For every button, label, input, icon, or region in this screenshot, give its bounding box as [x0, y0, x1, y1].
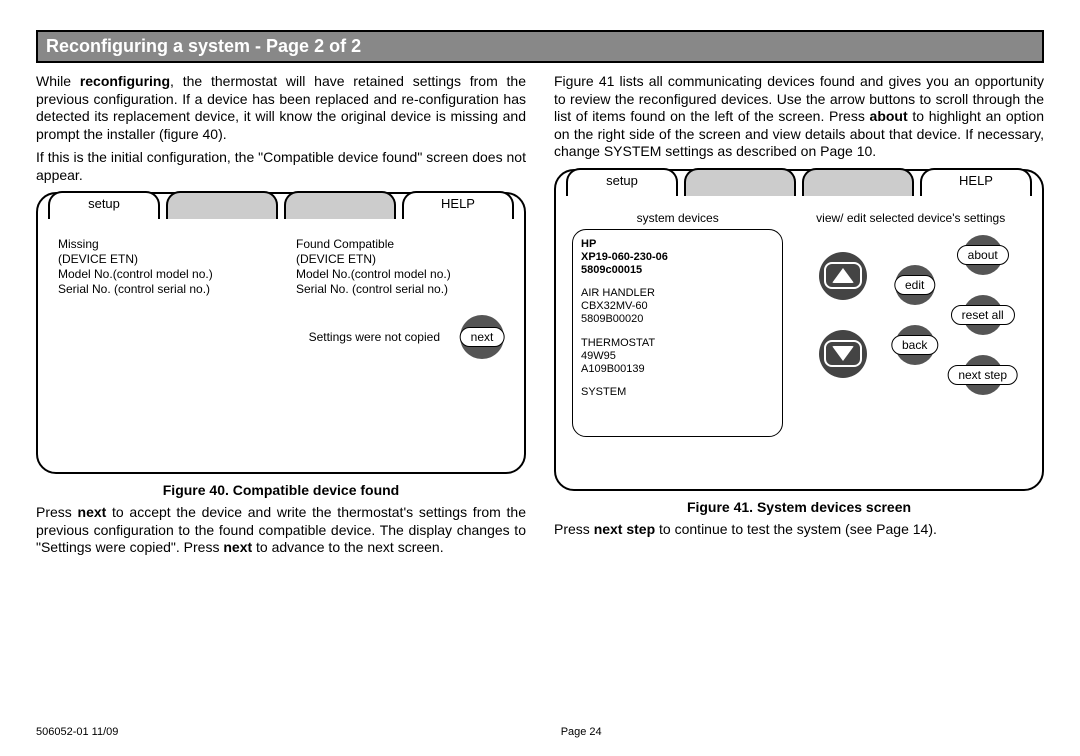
about-label: about — [957, 245, 1009, 265]
about-button[interactable]: about — [963, 235, 1003, 275]
tab-help[interactable]: HELP — [920, 168, 1032, 196]
right-paragraph-1: Figure 41 lists all communicating device… — [554, 73, 1044, 161]
tab-setup[interactable]: setup — [48, 191, 160, 219]
middle-button-column: edit back — [895, 265, 935, 365]
dev-line: THERMOSTAT — [581, 337, 655, 349]
fig41-left: system devices HP XP19-060-230-06 5809c0… — [572, 211, 783, 437]
doc-number: 506052-01 11/09 — [36, 726, 118, 738]
fig40-footer: Settings were not copied next — [52, 297, 510, 363]
next-step-button[interactable]: next step — [963, 355, 1003, 395]
left-paragraph-3: Press next to accept the device and writ… — [36, 504, 526, 557]
edit-label: edit — [894, 275, 935, 295]
dev-line: XP19-060-230-06 — [581, 251, 668, 263]
two-column-layout: While reconfiguring, the thermostat will… — [36, 69, 1044, 563]
next-label: next — [460, 327, 505, 347]
text: Press — [36, 504, 78, 520]
bold-text: next step — [594, 521, 655, 537]
figure-40-caption: Figure 40. Compatible device found — [36, 482, 526, 498]
tab-setup[interactable]: setup — [566, 168, 678, 196]
figure-41-thermostat: setup HELP system devices HP XP19-060-23… — [554, 169, 1044, 491]
next-button[interactable]: next — [460, 315, 504, 359]
fig40-body: Missing (DEVICE ETN) Model No.(control m… — [52, 230, 510, 297]
reset-all-button[interactable]: reset all — [963, 295, 1003, 335]
text: Press — [554, 521, 594, 537]
arrow-column — [819, 252, 867, 378]
settings-not-copied: Settings were not copied — [309, 330, 440, 344]
bold-text: next — [223, 539, 252, 555]
thermo-tabs: setup HELP — [556, 170, 1042, 196]
figure-41-caption: Figure 41. System devices screen — [554, 499, 1044, 515]
device-list-panel: HP XP19-060-230-06 5809c00015 AIR HANDLE… — [572, 229, 783, 437]
dev-line: A109B00139 — [581, 363, 645, 375]
text: to continue to test the system (see Page… — [655, 521, 937, 537]
section-title: Reconfiguring a system - Page 2 of 2 — [36, 30, 1044, 63]
manual-page: Reconfiguring a system - Page 2 of 2 Whi… — [0, 0, 1080, 756]
dev-line: AIR HANDLER — [581, 287, 655, 299]
device-item-air-handler[interactable]: AIR HANDLER CBX32MV-60 5809B00020 — [581, 287, 774, 327]
serial-no: Serial No. (control serial no.) — [58, 282, 266, 296]
text: While — [36, 73, 80, 89]
system-devices-title: system devices — [572, 211, 783, 225]
device-etn: (DEVICE ETN) — [58, 252, 266, 266]
right-button-column: about reset all next step — [963, 235, 1003, 395]
back-button[interactable]: back — [895, 325, 935, 365]
dev-line: HP — [581, 238, 596, 250]
page-number: Page 24 — [561, 726, 602, 738]
back-label: back — [891, 335, 938, 355]
thermo-tabs: setup HELP — [38, 193, 524, 219]
model-no: Model No.(control model no.) — [58, 267, 266, 281]
dev-line: CBX32MV-60 — [581, 300, 648, 312]
left-paragraph-1: While reconfiguring, the thermostat will… — [36, 73, 526, 143]
tab-blank-1[interactable] — [684, 168, 796, 196]
device-item-hp[interactable]: HP XP19-060-230-06 5809c00015 — [581, 238, 774, 278]
dev-line: SYSTEM — [581, 386, 626, 398]
fig40-found-col: Found Compatible (DEVICE ETN) Model No.(… — [296, 236, 504, 297]
missing-header: Missing — [58, 237, 266, 251]
dev-line: 5809c00015 — [581, 264, 642, 276]
dev-line: 5809B00020 — [581, 313, 643, 325]
tab-blank-2[interactable] — [284, 191, 396, 219]
next-step-label: next step — [947, 365, 1018, 385]
device-item-system[interactable]: SYSTEM — [581, 386, 774, 399]
dev-line: 49W95 — [581, 350, 616, 362]
serial-no: Serial No. (control serial no.) — [296, 282, 504, 296]
scroll-down-button[interactable] — [819, 330, 867, 378]
scroll-up-button[interactable] — [819, 252, 867, 300]
left-column: While reconfiguring, the thermostat will… — [36, 69, 526, 563]
device-item-thermostat[interactable]: THERMOSTAT 49W95 A109B00139 — [581, 337, 774, 377]
figure-40-thermostat: setup HELP Missing (DEVICE ETN) Model No… — [36, 192, 526, 474]
triangle-down-icon — [824, 340, 862, 367]
fig41-right: view/ edit selected device's settings — [795, 211, 1026, 437]
page-footer: 506052-01 11/09 Page 24 — [36, 726, 1044, 738]
bold-text: next — [78, 504, 107, 520]
fig40-missing-col: Missing (DEVICE ETN) Model No.(control m… — [58, 236, 266, 297]
controls-row: edit back about — [795, 235, 1026, 395]
edit-button[interactable]: edit — [895, 265, 935, 305]
found-header: Found Compatible — [296, 237, 504, 251]
tab-blank-2[interactable] — [802, 168, 914, 196]
left-paragraph-2: If this is the initial configuration, th… — [36, 149, 526, 184]
right-paragraph-2: Press next step to continue to test the … — [554, 521, 1044, 539]
text: to advance to the next screen. — [252, 539, 443, 555]
right-panel-title: view/ edit selected device's settings — [816, 211, 1005, 225]
bold-text: reconfiguring — [80, 73, 170, 89]
tab-blank-1[interactable] — [166, 191, 278, 219]
right-column: Figure 41 lists all communicating device… — [554, 69, 1044, 563]
reset-label: reset all — [951, 305, 1015, 325]
device-etn: (DEVICE ETN) — [296, 252, 504, 266]
bold-text: about — [870, 108, 908, 124]
triangle-up-icon — [824, 262, 862, 289]
fig41-body: system devices HP XP19-060-230-06 5809c0… — [570, 207, 1028, 437]
model-no: Model No.(control model no.) — [296, 267, 504, 281]
tab-help[interactable]: HELP — [402, 191, 514, 219]
